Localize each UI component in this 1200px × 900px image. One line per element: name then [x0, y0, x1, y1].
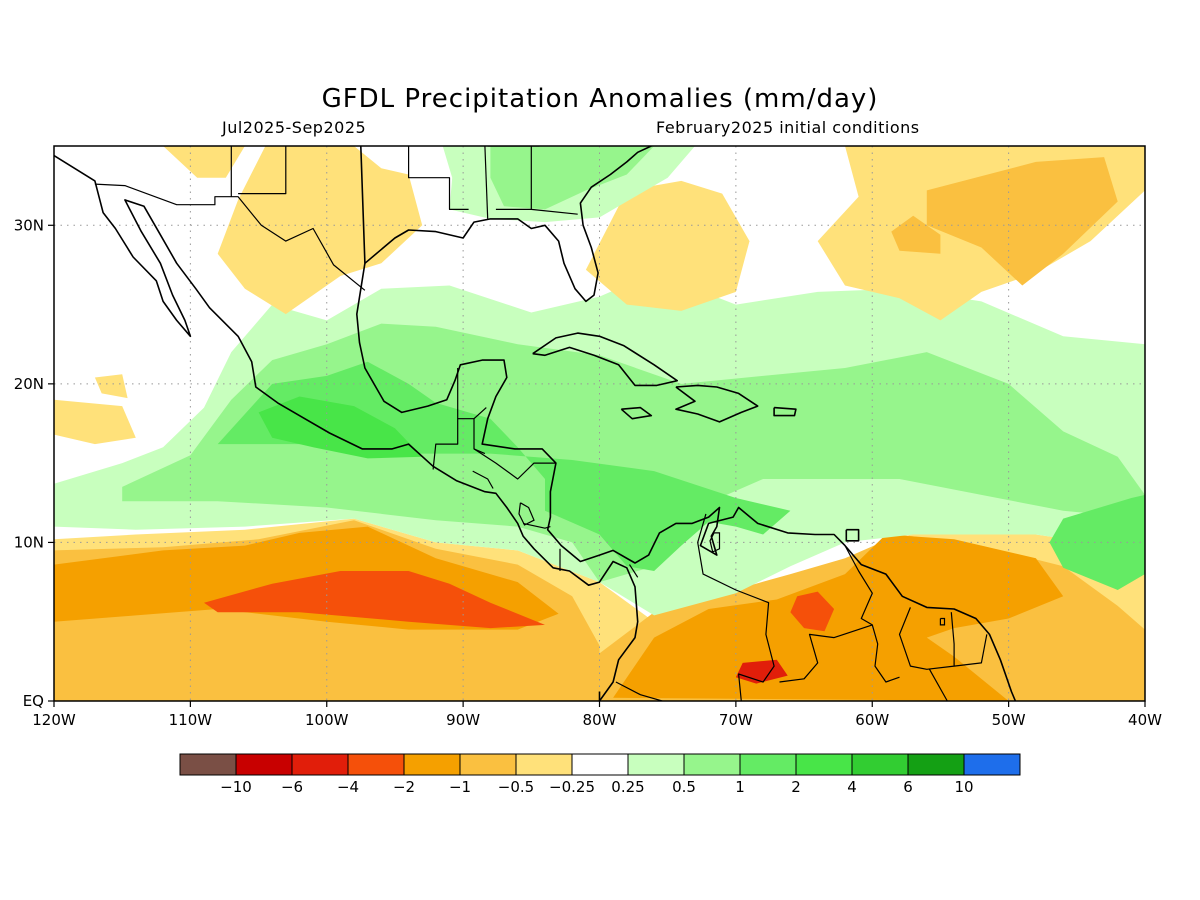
colorbar-label: 0.5 [672, 778, 696, 796]
mex-dry-region [54, 399, 136, 445]
lon-tick-label: 40W [1128, 711, 1162, 729]
colorbar-swatch [403, 753, 461, 776]
country-border [94, 183, 366, 291]
lake-outline [518, 502, 535, 526]
colorbar-label: 10 [954, 778, 973, 796]
lon-tick-label: 70W [719, 711, 753, 729]
country-border [531, 208, 578, 215]
lon-tick-label: 80W [583, 711, 617, 729]
colorbar-swatch [347, 753, 405, 776]
colorbar-label: −1 [449, 778, 471, 796]
initial-conditions: February2025 initial conditions [656, 118, 920, 137]
country-border [473, 407, 487, 420]
coastlines-borders [54, 146, 1017, 701]
colorbar-swatch [739, 753, 797, 776]
coastline [620, 406, 653, 420]
lake-outline [939, 617, 946, 626]
country-border [495, 146, 532, 210]
country-border [522, 522, 551, 529]
colorbar-label: 4 [847, 778, 857, 796]
coastline [845, 528, 860, 542]
country-border [615, 681, 663, 701]
colorbar-swatch [627, 753, 685, 776]
colorbar-label: 1 [735, 778, 745, 796]
colorbar-label: −4 [337, 778, 359, 796]
mex-dry-region [217, 146, 423, 315]
mex-dry-region [94, 374, 128, 399]
colorbar-label: 6 [903, 778, 913, 796]
map-gridlines [54, 146, 1145, 701]
lon-tick-label: 50W [992, 711, 1026, 729]
lon-tick-label: 110W [169, 711, 213, 729]
colorbar-label: −6 [281, 778, 303, 796]
atl-dry-region [891, 215, 941, 254]
country-border [928, 669, 948, 701]
colorbar-label: 0.25 [611, 778, 644, 796]
country-border [954, 634, 988, 667]
anomaly-shading [54, 146, 1145, 701]
colorbar-label: 2 [791, 778, 801, 796]
country-border [628, 564, 639, 578]
colorbar-swatch [795, 753, 853, 776]
colorbar-swatch [179, 753, 237, 776]
country-border [779, 624, 873, 683]
map-axes: 120W 110W 100W 90W 80W 70W 60W 50W 40W EQ 10N 20N 30… [14, 216, 1162, 729]
lon-tick-label: 120W [32, 711, 76, 729]
lon-tick-label: 60W [855, 711, 889, 729]
sam-dry-region [613, 534, 1064, 701]
forecast-period: Jul2025-Sep2025 [222, 118, 367, 137]
colorbar-swatch [459, 753, 517, 776]
atl-dry-region [585, 180, 750, 311]
mex-dry-region [163, 146, 245, 178]
colorbar-swatch [571, 753, 629, 776]
country-border [472, 470, 494, 489]
colorbar-swatch [291, 753, 349, 776]
coastline [773, 406, 797, 417]
lat-tick-label: 10N [14, 533, 44, 551]
country-border [473, 448, 556, 480]
car-wet-region [1049, 494, 1145, 590]
lat-tick-label: 20N [14, 375, 44, 393]
colorbar-swatch [851, 753, 909, 776]
lat-tick-label: EQ [23, 692, 44, 710]
atl-dry-region [926, 157, 1118, 286]
country-border [697, 513, 775, 701]
epac-dry-region [204, 571, 545, 629]
colorbar-label: −10 [220, 778, 252, 796]
colorbar-swatch [907, 753, 965, 776]
coastline [54, 154, 639, 701]
coastline [532, 332, 679, 387]
sam-dry-region [790, 591, 835, 632]
lake-outline [709, 532, 721, 553]
colorbar-swatch [515, 753, 573, 776]
country-border [238, 146, 287, 195]
coastline [675, 384, 759, 423]
lon-tick-label: 90W [446, 711, 480, 729]
colorbar: −10 −6 −4 −2 −1 −0.5 −0.25 0.25 0.5 1 2 4 6 10 [179, 753, 1021, 796]
colorbar-swatch [683, 753, 741, 776]
coastline [364, 146, 652, 303]
colorbar-swatch [963, 753, 1021, 776]
colorbar-label: −0.25 [549, 778, 595, 796]
lon-tick-label: 100W [305, 711, 349, 729]
colorbar-label: −0.5 [498, 778, 534, 796]
lat-tick-label: 30N [14, 216, 44, 234]
country-border [408, 146, 469, 210]
map-title: GFDL Precipitation Anomalies (mm/day) [321, 84, 879, 114]
colorbar-swatch [235, 753, 293, 776]
colorbar-label: −2 [393, 778, 415, 796]
country-border [484, 146, 489, 219]
coastline [355, 146, 1017, 701]
country-border [898, 607, 955, 670]
car-wet-region [258, 396, 423, 459]
